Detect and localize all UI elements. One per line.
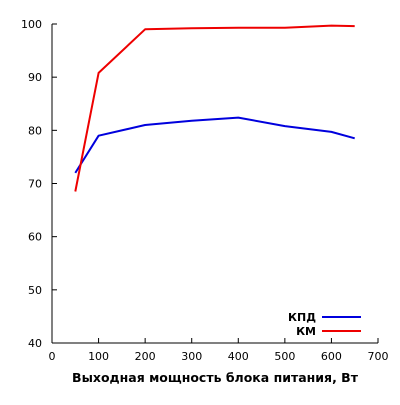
y-tick-label: 50: [28, 284, 42, 297]
x-axis-title: Выходная мощность блока питания, Вт: [72, 370, 359, 385]
y-tick-label: 70: [28, 178, 42, 191]
y-tick-label: 80: [28, 124, 42, 137]
x-tick-label: 0: [49, 350, 56, 363]
series-lines: [74, 24, 355, 192]
legend-label: КМ: [296, 325, 316, 338]
x-tick-label: 300: [181, 350, 202, 363]
y-tick-label: 60: [28, 231, 42, 244]
y-tick-label: 90: [28, 71, 42, 84]
x-tick-label: 200: [135, 350, 156, 363]
series-line-1: [74, 24, 355, 192]
y-axis-ticks: 40 50 60 70 80 90 100: [21, 18, 57, 350]
y-tick-label: 100: [21, 18, 42, 31]
x-tick-label: 700: [368, 350, 389, 363]
series-line-0: [74, 116, 355, 174]
y-tick-label: 40: [28, 337, 42, 350]
x-tick-label: 600: [321, 350, 342, 363]
x-tick-label: 100: [88, 350, 109, 363]
x-tick-label: 400: [228, 350, 249, 363]
x-axis-ticks: 0 100 200 300 400 500 600 700: [49, 338, 389, 363]
legend-label: КПД: [288, 311, 316, 324]
x-tick-label: 500: [274, 350, 295, 363]
